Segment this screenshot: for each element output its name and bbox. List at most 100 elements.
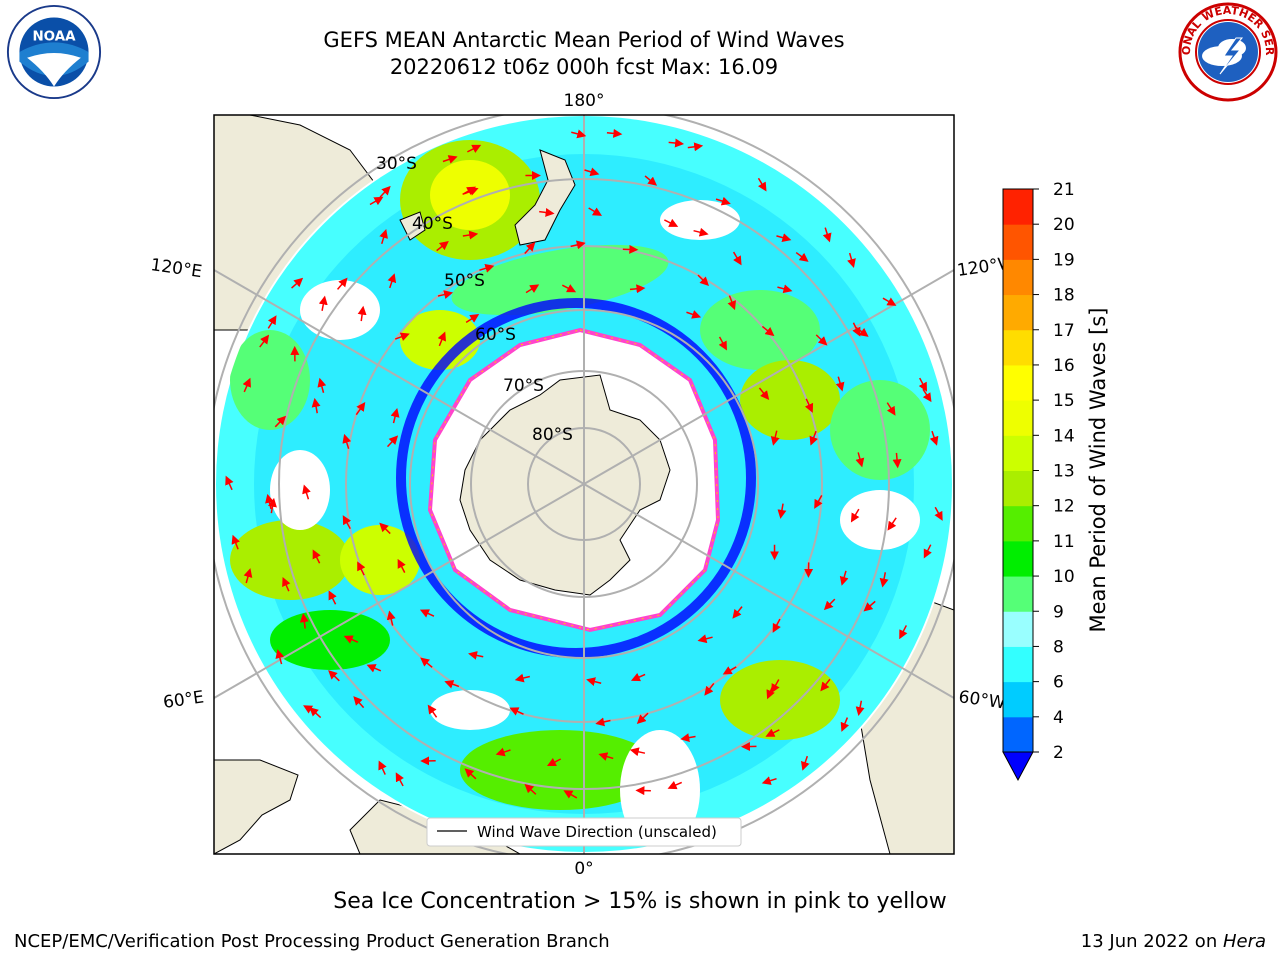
colorbar-cell [1003, 505, 1033, 542]
wind-wave-arrow [598, 752, 614, 761]
wind-wave-arrow [630, 672, 646, 682]
colorbar-tick-label: 19 [1053, 250, 1075, 270]
wind-wave-arrow [595, 717, 611, 727]
wind-wave-arrow [664, 218, 679, 227]
colorbar-tick-label: 13 [1053, 462, 1075, 482]
colorbar-tick-label: 14 [1053, 426, 1075, 446]
wind-wave-arrow [823, 598, 836, 611]
wind-wave-arrow [378, 760, 387, 775]
wind-wave-arrow [715, 196, 731, 206]
wind-wave-arrow [353, 696, 365, 709]
colorbar-cell [1003, 540, 1033, 577]
colorbar-tick-label: 12 [1053, 497, 1075, 517]
wind-wave-arrow [369, 196, 384, 206]
colorbar-cell [1003, 364, 1033, 401]
wind-wave-arrow [855, 326, 869, 337]
colorbar-tick-label: 18 [1053, 286, 1075, 306]
wind-wave-arrow [397, 558, 406, 573]
wind-wave-arrow [225, 475, 234, 491]
wind-wave-arrow [687, 142, 704, 152]
wind-wave-arrow [343, 635, 359, 644]
wind-wave-arrow [467, 144, 482, 153]
wind-wave-arrow [606, 128, 623, 138]
wind-wave-arrow [311, 397, 321, 414]
lon-label-right-lower: 60°W [957, 687, 1006, 713]
wind-wave-arrow [697, 274, 710, 287]
wind-wave-arrow [809, 430, 818, 446]
wind-wave-arrow [379, 522, 391, 535]
colorbar-cell [1003, 716, 1033, 753]
wind-wave-arrow [342, 433, 352, 449]
wind-wave-arrow [795, 251, 809, 262]
wind-wave-arrow [342, 515, 352, 530]
footer-credit: NCEP/EMC/Verification Post Processing Pr… [14, 931, 610, 952]
lat-label-70s: 70°S [503, 376, 544, 396]
wind-wave-arrow [584, 167, 600, 177]
colorbar-cell [1003, 646, 1033, 683]
wind-wave-arrow [804, 398, 814, 413]
wind-wave-arrow [934, 506, 943, 521]
wind-wave-arrow [299, 613, 309, 629]
lat-label-80s: 80°S [532, 425, 573, 445]
colorbar-tick-label: 16 [1053, 356, 1075, 376]
wind-wave-arrow [892, 452, 902, 469]
wind-wave-arrow [563, 790, 578, 799]
wind-wave-arrow [777, 503, 787, 519]
wind-wave-arrow [586, 677, 602, 687]
colorbar-cell [1003, 224, 1033, 260]
wind-wave-arrow [835, 376, 845, 392]
wind-wave-arrow [462, 186, 476, 196]
wind-wave-arrow [525, 284, 540, 294]
wind-wave-arrow [718, 336, 727, 351]
nws-logo: NATIONAL WEATHER SERVICE [1178, 2, 1278, 102]
wind-wave-arrow [394, 332, 410, 341]
wind-wave-arrow [693, 227, 709, 237]
wind-wave-arrow [282, 577, 291, 592]
colorbar-tick-label: 17 [1053, 321, 1075, 341]
wind-wave-arrow [539, 207, 555, 217]
footer-date: 13 Jun 2022 on Hera [1081, 931, 1266, 952]
noaa-logo: NOAA [6, 4, 102, 100]
wind-wave-arrow [509, 707, 524, 716]
wind-wave-arrow [336, 277, 348, 290]
wind-wave-arrow [465, 314, 480, 324]
wind-wave-arrow [387, 273, 397, 289]
wind-wave-arrow [770, 430, 780, 446]
wind-wave-arrow [776, 233, 792, 242]
wind-wave-arrow [863, 600, 876, 612]
wind-wave-arrow [395, 772, 404, 787]
wind-wave-arrow [243, 568, 253, 584]
wind-wave-arrow [922, 388, 932, 403]
chart-title: GEFS MEAN Antarctic Mean Period of Wind … [323, 28, 845, 52]
colorbar-label: Mean Period of Wind Waves [s] [1086, 308, 1110, 633]
wind-wave-arrow [667, 780, 683, 790]
wind-wave-arrow [732, 251, 742, 266]
wind-wave-arrow [386, 435, 399, 448]
wind-wave-arrow [761, 325, 775, 337]
colorbar-tick-label: 11 [1053, 532, 1075, 552]
wind-wave-arrow [697, 634, 713, 644]
wind-wave-arrow [436, 241, 449, 252]
wind-wave-arrow [761, 776, 777, 785]
colorbar-ticks: 2 4 6 8 9 10 11 12 13 14 15 16 17 18 19 20 21 [1033, 180, 1075, 763]
colorbar-tick-label: 6 [1053, 673, 1064, 693]
wind-wave-arrow [668, 138, 685, 148]
wind-wave-arrow [588, 207, 603, 216]
colorbar-cell [1003, 294, 1033, 331]
wind-wave-arrow [704, 683, 715, 696]
antarctica-landmass [459, 374, 671, 596]
wind-wave-arrow [923, 544, 932, 559]
wind-wave-arrow [800, 755, 810, 771]
wind-wave-arrow [386, 610, 396, 626]
wind-wave-arrow [427, 704, 438, 718]
wind-wave-arrow [629, 747, 646, 757]
wind-wave-arrow [850, 508, 860, 523]
wind-wave-arrow [765, 728, 780, 737]
wind-wave-arrow [524, 242, 536, 255]
wind-wave-arrow [317, 377, 327, 393]
wind-wave-arrow [328, 590, 337, 605]
noaa-logo-text: NOAA [32, 29, 76, 44]
wind-wave-arrow [852, 322, 861, 337]
wind-wave-arrow [444, 680, 460, 689]
